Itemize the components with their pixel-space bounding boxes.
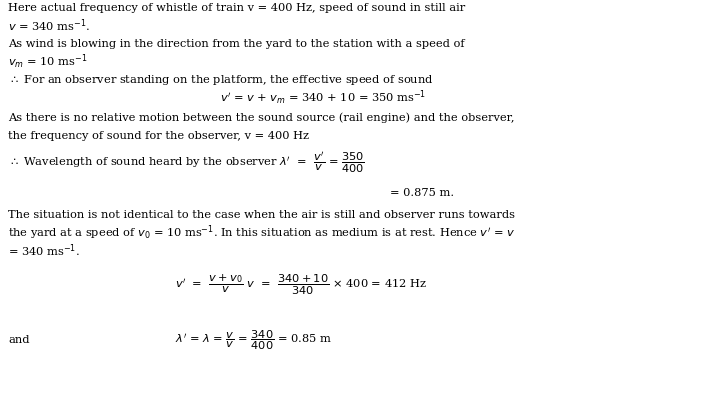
Text: $\lambda'$ = $\lambda$ = $\dfrac{v}{v}$ = $\dfrac{340}{400}$ = 0.85 m: $\lambda'$ = $\lambda$ = $\dfrac{v}{v}$ …	[175, 328, 332, 352]
Text: The situation is not identical to the case when the air is still and observer ru: The situation is not identical to the ca…	[8, 210, 515, 220]
Text: = 0.875 m.: = 0.875 m.	[390, 188, 454, 198]
Text: $v'$  =  $\dfrac{v+v_0}{v}$ $v$  =  $\dfrac{340+10}{340}$ $\times$ 400 = 412 Hz: $v'$ = $\dfrac{v+v_0}{v}$ $v$ = $\dfrac{…	[175, 273, 427, 297]
Text: $\therefore$ For an observer standing on the platform, the effective speed of so: $\therefore$ For an observer standing on…	[8, 73, 434, 87]
Text: the yard at a speed of $v_0$ = 10 ms$^{-1}$. In this situation as medium is at r: the yard at a speed of $v_0$ = 10 ms$^{-…	[8, 224, 515, 242]
Text: Here actual frequency of whistle of train v = 400 Hz, speed of sound in still ai: Here actual frequency of whistle of trai…	[8, 3, 465, 13]
Text: $v'$ = $v$ + $v_m$ = 340 + 10 = 350 ms$^{-1}$: $v'$ = $v$ + $v_m$ = 340 + 10 = 350 ms$^…	[220, 89, 426, 107]
Text: $v$ = 340 ms$^{-1}$.: $v$ = 340 ms$^{-1}$.	[8, 18, 90, 34]
Text: and: and	[8, 335, 29, 345]
Text: As wind is blowing in the direction from the yard to the station with a speed of: As wind is blowing in the direction from…	[8, 39, 465, 49]
Text: $\therefore$ Wavelength of sound heard by the observer $\lambda'$  =  $\dfrac{v': $\therefore$ Wavelength of sound heard b…	[8, 151, 365, 175]
Text: the frequency of sound for the observer, v = 400 Hz: the frequency of sound for the observer,…	[8, 131, 309, 141]
Text: As there is no relative motion between the sound source (rail engine) and the ob: As there is no relative motion between t…	[8, 113, 515, 123]
Text: $v_m$ = 10 ms$^{-1}$: $v_m$ = 10 ms$^{-1}$	[8, 53, 88, 71]
Text: = 340 ms$^{-1}$.: = 340 ms$^{-1}$.	[8, 243, 80, 259]
